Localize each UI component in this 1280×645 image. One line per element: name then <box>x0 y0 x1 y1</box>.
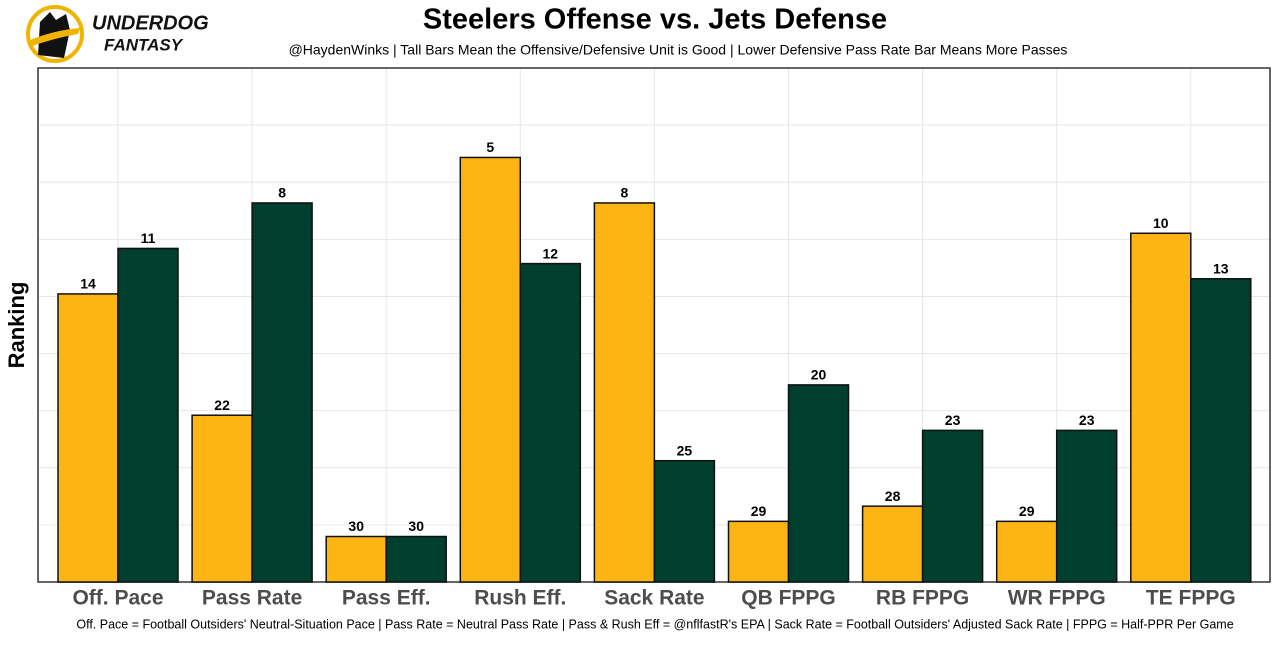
x-tick-label: Sack Rate <box>604 587 704 610</box>
data-label: 22 <box>214 397 230 413</box>
bar <box>787 384 850 583</box>
logo-text: UNDERDOG <box>92 12 209 34</box>
bar <box>1130 232 1192 583</box>
data-label: 25 <box>677 442 693 458</box>
chart-subtitle: @HaydenWinks | Tall Bars Mean the Offens… <box>289 42 1068 58</box>
bar <box>251 202 313 583</box>
data-label: 29 <box>751 503 767 519</box>
x-tick-label: Pass Rate <box>202 587 302 610</box>
bar <box>727 520 790 583</box>
data-label: 30 <box>348 518 364 534</box>
x-tick-label: Pass Eff. <box>342 587 431 610</box>
logo: UNDERDOG FANTASY <box>26 5 209 63</box>
bar <box>117 247 179 583</box>
y-axis-label: Ranking <box>4 282 29 369</box>
data-label: 23 <box>945 412 961 428</box>
bar <box>191 414 253 583</box>
chart-title: Steelers Offense vs. Jets Defense <box>423 4 887 36</box>
data-label: 14 <box>80 276 96 292</box>
bar <box>921 429 984 583</box>
x-tick-label: RB FPPG <box>876 587 969 610</box>
bar <box>57 293 119 583</box>
data-label: 13 <box>1213 260 1229 276</box>
bar <box>995 520 1058 583</box>
bar <box>459 156 522 583</box>
bar <box>593 202 656 583</box>
data-label: 11 <box>141 230 156 246</box>
data-label: 10 <box>1153 215 1169 231</box>
bar <box>861 505 924 583</box>
data-label: 28 <box>885 488 901 504</box>
logo-stripe <box>30 28 80 46</box>
bar <box>519 262 582 583</box>
data-label: 20 <box>811 367 827 383</box>
data-label: 23 <box>1079 412 1095 428</box>
x-tick-label: TE FPPG <box>1146 587 1236 610</box>
bar <box>653 459 716 583</box>
logo-text: FANTASY <box>104 35 184 54</box>
data-label: 30 <box>408 518 424 534</box>
x-tick-label: Off. Pace <box>72 587 163 610</box>
bar <box>385 535 447 583</box>
bar <box>1055 429 1118 583</box>
x-tick-label: WR FPPG <box>1008 587 1106 610</box>
x-tick-label: QB FPPG <box>741 587 836 610</box>
data-label: 5 <box>486 139 494 155</box>
data-label: 8 <box>278 185 286 201</box>
bar <box>325 535 387 583</box>
data-label: 12 <box>543 245 559 261</box>
bar <box>1190 278 1252 583</box>
caption: Off. Pace = Football Outsiders' Neutral-… <box>76 617 1233 631</box>
data-label: 8 <box>621 185 629 201</box>
data-label: 29 <box>1019 503 1035 519</box>
x-tick-label: Rush Eff. <box>474 587 566 610</box>
